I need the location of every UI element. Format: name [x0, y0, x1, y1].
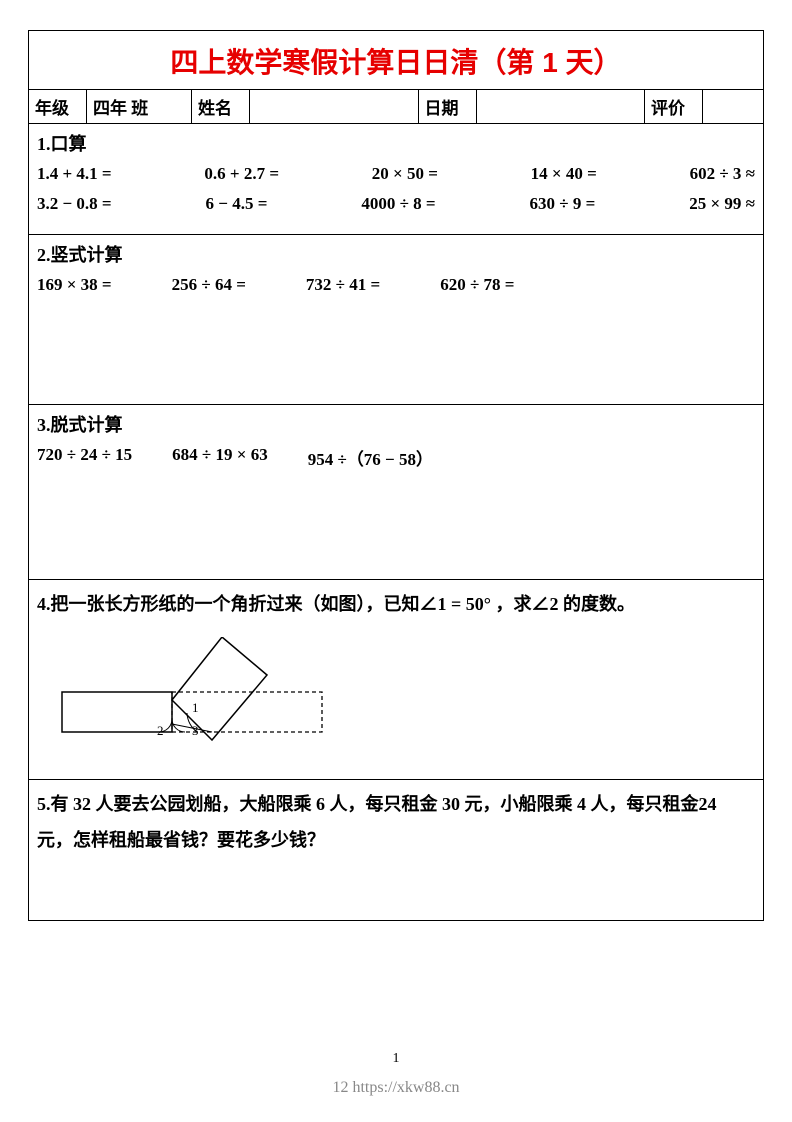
grade-label: 年级	[29, 90, 87, 123]
eq: 169 × 38 =	[37, 275, 112, 295]
footer-link: 12 https://xkw88.cn	[332, 1079, 459, 1097]
eq: 25 × 99 ≈	[689, 194, 755, 214]
eq: 1.4 + 4.1 =	[37, 164, 112, 184]
section-5: 5.有 32 人要去公园划船，大船限乘 6 人，每只租金 30 元，小船限乘 4…	[29, 780, 763, 920]
worksheet-container: 四上数学寒假计算日日清（第 1 天） 年级 四年 班 姓名 日期 评价 1.口算…	[28, 30, 764, 921]
worksheet-title: 四上数学寒假计算日日清（第 1 天）	[29, 31, 763, 89]
section-2: 2.竖式计算 169 × 38 = 256 ÷ 64 = 732 ÷ 41 = …	[29, 235, 763, 405]
section-3: 3.脱式计算 720 ÷ 24 ÷ 15 684 ÷ 19 × 63 954 ÷…	[29, 405, 763, 580]
eq: 732 ÷ 41 =	[306, 275, 380, 295]
eq: 14 × 40 =	[531, 164, 597, 184]
name-label: 姓名	[192, 90, 250, 123]
eq: 20 × 50 =	[372, 164, 438, 184]
info-row: 年级 四年 班 姓名 日期 评价	[29, 89, 763, 124]
eq: 620 ÷ 78 =	[440, 275, 514, 295]
eq: 630 ÷ 9 =	[530, 194, 596, 214]
q5-text: 5.有 32 人要去公园划船，大船限乘 6 人，每只租金 30 元，小船限乘 4…	[37, 786, 755, 858]
angle-3-label: 3	[192, 723, 199, 738]
s1-row1: 1.4 + 4.1 = 0.6 + 2.7 = 20 × 50 = 14 × 4…	[37, 164, 755, 184]
eq: 6 − 4.5 =	[206, 194, 268, 214]
section-1: 1.口算 1.4 + 4.1 = 0.6 + 2.7 = 20 × 50 = 1…	[29, 124, 763, 235]
s1-row2: 3.2 − 0.8 = 6 − 4.5 = 4000 ÷ 8 = 630 ÷ 9…	[37, 194, 755, 214]
s2-row: 169 × 38 = 256 ÷ 64 = 732 ÷ 41 = 620 ÷ 7…	[37, 275, 755, 295]
eq: 0.6 + 2.7 =	[204, 164, 279, 184]
fold-diagram: 1 2 3	[57, 637, 755, 752]
q4-text: 4.把一张长方形纸的一个角折过来（如图），已知∠1 = 50° ，求∠2 的度数…	[37, 586, 755, 622]
eq: 954 ÷（76 − 58）	[308, 445, 433, 470]
name-blank	[250, 90, 419, 123]
eq: 602 ÷ 3 ≈	[690, 164, 755, 184]
date-label: 日期	[419, 90, 477, 123]
page-number: 1	[393, 1051, 400, 1067]
eq: 4000 ÷ 8 =	[361, 194, 435, 214]
grade-value: 四年 班	[87, 90, 192, 123]
date-blank	[477, 90, 646, 123]
section-2-title: 2.竖式计算	[37, 241, 755, 267]
angle-1-label: 1	[192, 700, 199, 715]
section-1-title: 1.口算	[37, 130, 755, 156]
s3-row: 720 ÷ 24 ÷ 15 684 ÷ 19 × 63 954 ÷（76 − 5…	[37, 445, 755, 470]
eq: 720 ÷ 24 ÷ 15	[37, 445, 132, 470]
eq: 256 ÷ 64 =	[172, 275, 246, 295]
angle-2-label: 2	[157, 723, 164, 738]
score-blank	[703, 90, 763, 123]
eq: 3.2 − 0.8 =	[37, 194, 112, 214]
eq: 684 ÷ 19 × 63	[172, 445, 268, 470]
score-label: 评价	[645, 90, 703, 123]
section-3-title: 3.脱式计算	[37, 411, 755, 437]
section-4: 4.把一张长方形纸的一个角折过来（如图），已知∠1 = 50° ，求∠2 的度数…	[29, 580, 763, 780]
